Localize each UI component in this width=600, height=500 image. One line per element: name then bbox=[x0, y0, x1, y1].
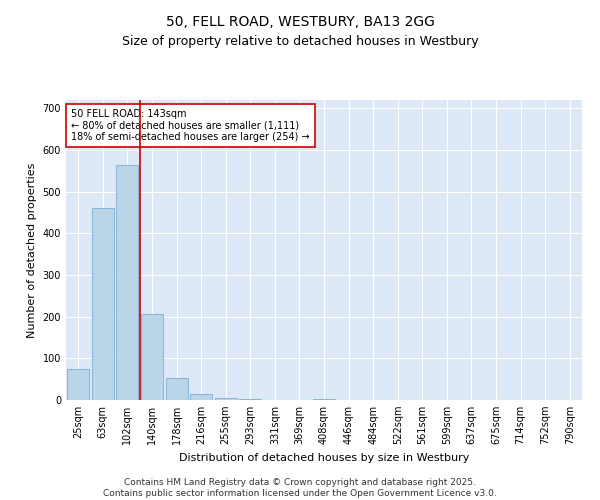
Bar bbox=[215, 398, 237, 400]
Bar bbox=[92, 208, 114, 400]
Bar bbox=[190, 394, 212, 400]
Bar bbox=[166, 378, 188, 400]
Text: Contains HM Land Registry data © Crown copyright and database right 2025.
Contai: Contains HM Land Registry data © Crown c… bbox=[103, 478, 497, 498]
Bar bbox=[67, 369, 89, 400]
Bar bbox=[239, 399, 262, 400]
Text: Size of property relative to detached houses in Westbury: Size of property relative to detached ho… bbox=[122, 35, 478, 48]
Text: 50 FELL ROAD: 143sqm
← 80% of detached houses are smaller (1,111)
18% of semi-de: 50 FELL ROAD: 143sqm ← 80% of detached h… bbox=[71, 109, 310, 142]
Text: 50, FELL ROAD, WESTBURY, BA13 2GG: 50, FELL ROAD, WESTBURY, BA13 2GG bbox=[166, 15, 434, 29]
Bar bbox=[141, 314, 163, 400]
X-axis label: Distribution of detached houses by size in Westbury: Distribution of detached houses by size … bbox=[179, 452, 469, 462]
Y-axis label: Number of detached properties: Number of detached properties bbox=[27, 162, 37, 338]
Bar bbox=[116, 164, 139, 400]
Bar bbox=[313, 399, 335, 400]
